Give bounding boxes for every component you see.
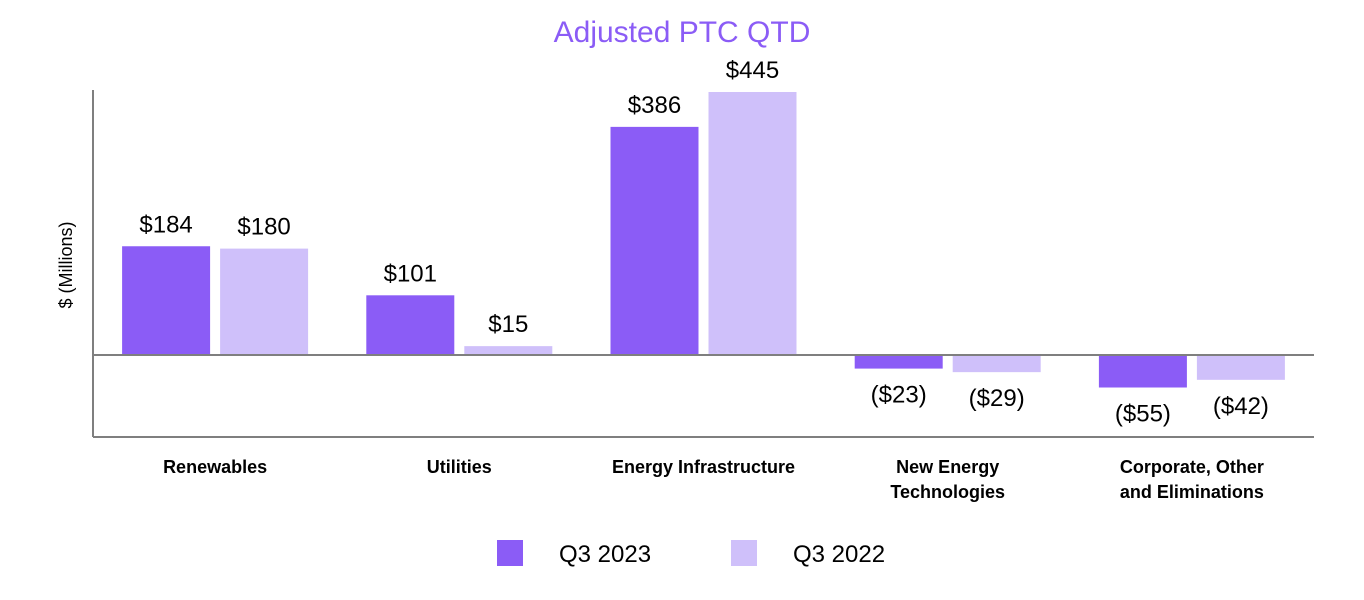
value-label-q3-2022-energy-infrastructure: $445 xyxy=(726,57,779,84)
category-label-energy-infrastructure: Energy Infrastructure xyxy=(612,457,795,477)
bar-q3-2022-new-energy-technologies xyxy=(952,355,1041,373)
bar-q3-2022-renewables xyxy=(220,248,309,355)
value-label-q3-2023-utilities: $101 xyxy=(384,260,437,287)
value-label-q3-2023-energy-infrastructure: $386 xyxy=(628,92,681,119)
value-label-q3-2022-new-energy-technologies: ($29) xyxy=(969,385,1025,412)
bar-q3-2022-energy-infrastructure xyxy=(708,92,797,355)
y-axis-label: $ (Millions) xyxy=(56,221,76,308)
category-label-corporate-other-and-eliminations-line-1: Corporate, Other xyxy=(1120,457,1264,477)
category-label-new-energy-technologies-line-2: Technologies xyxy=(890,482,1005,502)
value-label-q3-2022-corporate-other-and-eliminations: ($42) xyxy=(1213,393,1269,420)
value-label-q3-2022-renewables: $180 xyxy=(237,214,290,241)
value-label-q3-2022-utilities: $15 xyxy=(488,311,528,338)
category-label-renewables: Renewables xyxy=(163,457,267,477)
legend-label-q3-2022: Q3 2022 xyxy=(793,541,885,568)
legend-swatch-q3-2023 xyxy=(497,540,523,566)
bar-q3-2023-renewables xyxy=(122,246,211,355)
legend-swatch-q3-2022 xyxy=(731,540,757,566)
bar-q3-2023-utilities xyxy=(366,295,455,355)
bars-layer xyxy=(122,92,1285,388)
value-label-q3-2023-renewables: $184 xyxy=(139,211,192,238)
bar-q3-2022-utilities xyxy=(464,346,553,355)
legend: Q3 2023 Q3 2022 xyxy=(497,540,885,568)
chart-title: Adjusted PTC QTD xyxy=(554,16,811,49)
value-labels-layer: $184 $180 $101 $15 $386 $445 ($23) ($29) ($55) ($… xyxy=(139,57,1269,428)
category-label-utilities: Utilities xyxy=(427,457,492,477)
bar-q3-2023-corporate-other-and-eliminations xyxy=(1098,355,1187,388)
bar-q3-2022-corporate-other-and-eliminations xyxy=(1196,355,1285,380)
legend-label-q3-2023: Q3 2023 xyxy=(559,541,651,568)
bar-q3-2023-new-energy-technologies xyxy=(854,355,943,369)
value-label-q3-2023-corporate-other-and-eliminations: ($55) xyxy=(1115,401,1171,428)
category-label-corporate-other-and-eliminations-line-2: and Eliminations xyxy=(1120,482,1264,502)
category-labels-layer: Renewables Utilities Energy Infrastructure… xyxy=(163,457,1264,502)
category-label-new-energy-technologies-line-1: New Energy xyxy=(896,457,999,477)
bar-q3-2023-energy-infrastructure xyxy=(610,126,699,355)
value-label-q3-2023-new-energy-technologies: ($23) xyxy=(871,382,927,409)
